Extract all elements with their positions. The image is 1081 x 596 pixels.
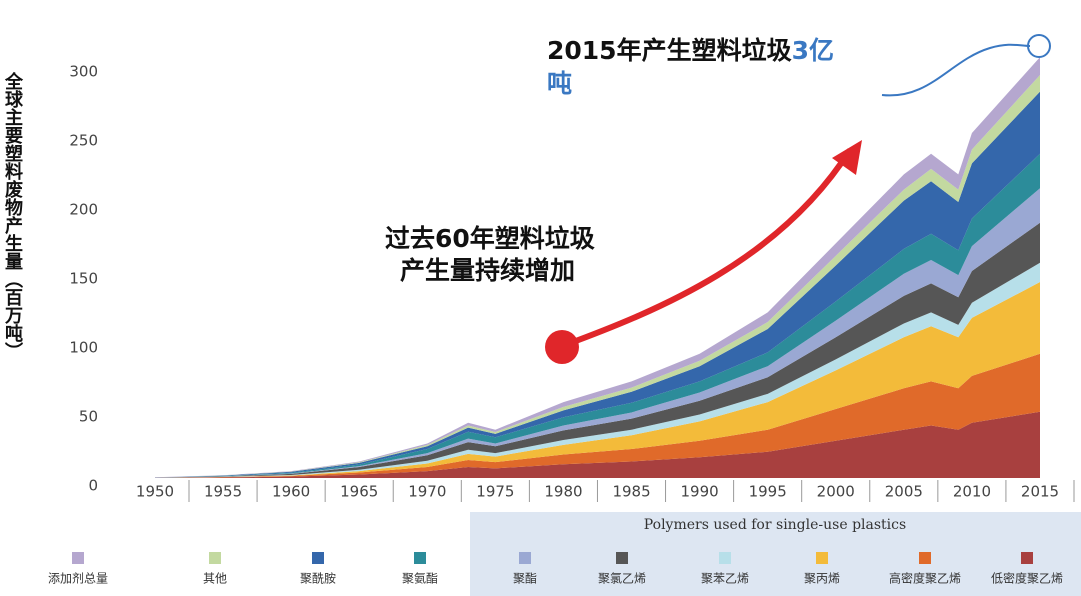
- plot-area: [155, 57, 1040, 478]
- single-use-legend-box: [470, 512, 1081, 596]
- y-tick-label: 50: [79, 408, 98, 426]
- x-tick-label: 1970: [408, 483, 446, 501]
- legend-swatch: [616, 552, 628, 564]
- legend-swatch: [312, 552, 324, 564]
- legend-swatch: [719, 552, 731, 564]
- area: [155, 353, 1040, 478]
- y-tick-label: 100: [69, 339, 98, 357]
- legend-label: 聚丙烯: [804, 572, 840, 586]
- legend-label: 其他: [203, 572, 227, 586]
- x-tick-label: 2000: [817, 483, 855, 501]
- x-tick-label: 1985: [612, 483, 650, 501]
- callout-circle: [1027, 34, 1051, 58]
- annotation-highlight: 3亿: [792, 36, 834, 65]
- legend-group-title: Polymers used for single-use plastics: [644, 517, 906, 533]
- annotation-highlight: 吨: [547, 69, 572, 98]
- area: [155, 282, 1040, 478]
- x-tick-label: 1965: [340, 483, 378, 501]
- arrow-head: [832, 140, 862, 175]
- x-tick-label: 1960: [272, 483, 310, 501]
- x-tick-label: 1975: [476, 483, 514, 501]
- legend-swatch: [72, 552, 84, 564]
- legend-swatch: [1021, 552, 1033, 564]
- annotation-2015: 2015年产生塑料垃圾3亿: [547, 36, 834, 65]
- annotation-trend: 过去60年塑料垃圾: [385, 224, 595, 253]
- legend-label: 低密度聚乙烯: [991, 571, 1063, 586]
- y-tick-label: 300: [69, 63, 98, 81]
- area: [155, 153, 1040, 478]
- x-tick-label: 1995: [749, 483, 787, 501]
- legend-label: 聚酯: [513, 572, 537, 586]
- x-tick-label: 1955: [204, 483, 242, 501]
- y-tick-label: 0: [88, 477, 98, 495]
- x-tick-label: 1980: [544, 483, 582, 501]
- area: [155, 188, 1040, 478]
- y-tick-label: 250: [69, 132, 98, 150]
- area: [155, 57, 1040, 478]
- legend-swatch: [414, 552, 426, 564]
- x-tick-label: 2015: [1021, 483, 1059, 501]
- legend-swatch: [209, 552, 221, 564]
- callout-line: [881, 43, 1031, 97]
- area: [155, 222, 1040, 478]
- x-tick-label: 2005: [885, 483, 923, 501]
- y-axis-label: 全球主要塑料废物产生量（百万吨）: [2, 71, 24, 360]
- legend-swatch: [519, 552, 531, 564]
- x-tick-label: 2010: [953, 483, 991, 501]
- y-tick-label: 200: [69, 201, 98, 219]
- arrow-start: [545, 330, 579, 364]
- area: [155, 411, 1040, 478]
- legend-label: 聚氨酯: [402, 572, 438, 586]
- legend-swatch: [816, 552, 828, 564]
- annotation-trend: 产生量持续增加: [400, 256, 575, 285]
- annotation-text: 2015年产生塑料垃圾: [547, 36, 792, 65]
- legend-label: 添加剂总量: [48, 571, 108, 586]
- x-tick-label: 1950: [136, 483, 174, 501]
- legend-label: 聚苯乙烯: [701, 572, 749, 586]
- legend-label: 聚酰胺: [300, 572, 336, 586]
- legend-label: 高密度聚乙烯: [889, 571, 961, 586]
- y-tick-label: 150: [69, 270, 98, 288]
- trend-arrow: [563, 148, 853, 348]
- x-tick-label: 1990: [681, 483, 719, 501]
- legend-swatch: [919, 552, 931, 564]
- legend-label: 聚氯乙烯: [598, 572, 646, 586]
